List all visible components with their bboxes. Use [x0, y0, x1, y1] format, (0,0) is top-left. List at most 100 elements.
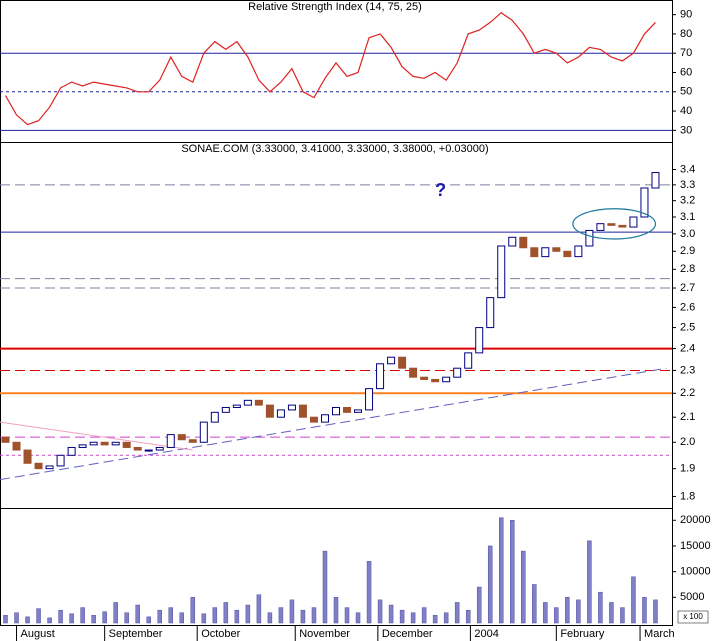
volume-bar [609, 602, 614, 624]
y-tick-label: 1.8 [680, 490, 695, 502]
volume-bar [510, 520, 515, 624]
panel-title: Relative Strength Index (14, 75, 25) [248, 1, 422, 13]
volume-bar [91, 615, 96, 624]
candle [23, 449, 32, 464]
y-tick-label: 2.6 [680, 301, 695, 313]
y-tick-label: 30 [680, 124, 692, 136]
unit-box [677, 610, 709, 624]
volume-bar [3, 615, 8, 624]
candle [497, 245, 506, 299]
x-tick-label: November [299, 628, 350, 640]
candle [56, 454, 65, 467]
candle [475, 327, 484, 354]
candle [552, 247, 561, 252]
y-tick-label: 90 [680, 9, 692, 21]
x-tick-label: October [201, 628, 240, 640]
candle [365, 388, 374, 411]
volume-bar [620, 607, 625, 624]
x-tick-label: December [382, 628, 433, 640]
volume-bar [587, 540, 592, 624]
volume-bar [25, 616, 30, 624]
volume-bar [267, 612, 273, 624]
candle [508, 236, 517, 247]
candle [298, 404, 307, 418]
annotation: ? [435, 180, 446, 200]
candle [332, 407, 340, 416]
volume-bar [465, 609, 471, 624]
y-tick-label: 2.3 [680, 364, 695, 376]
candle [111, 441, 120, 446]
candle [320, 414, 329, 423]
volume-bar [421, 607, 427, 624]
volume-bar [80, 607, 85, 624]
candle [585, 229, 594, 247]
candle [464, 352, 473, 369]
volume-bar [223, 602, 229, 624]
y-tick-label: 3.2 [680, 195, 695, 207]
x-tick-label: March [644, 628, 675, 640]
volume-bar [454, 602, 460, 624]
y-tick-label: 60 [680, 66, 692, 78]
x-tick-label: February [560, 628, 605, 640]
volume-bar [146, 616, 151, 624]
candle [12, 441, 21, 451]
y-tick-label: 40 [680, 105, 692, 117]
candle [640, 187, 649, 218]
candle [398, 356, 407, 369]
unit-label: x 100 [683, 612, 703, 621]
candle [530, 247, 539, 258]
candle [309, 416, 318, 423]
volume-bar [498, 517, 504, 624]
candle [574, 245, 583, 258]
candle [287, 404, 296, 411]
y-tick-label: 3.0 [680, 228, 695, 240]
volume-bar [58, 609, 63, 624]
trend-line [0, 367, 667, 481]
highlight-ellipse [572, 208, 657, 240]
rsi-line [4, 11, 656, 126]
volume-bar [212, 607, 218, 624]
candle [563, 250, 572, 258]
y-tick-label: 3.3 [680, 179, 695, 191]
y-tick-label: 3.4 [680, 163, 695, 175]
volume-bar [576, 599, 581, 624]
volume-bar [565, 597, 570, 624]
candle [155, 446, 164, 451]
volume-bar [69, 613, 74, 624]
panel-title: SONAE.COM (3.33000, 3.41000, 3.33000, 3.… [181, 143, 488, 155]
volume-bar [300, 609, 306, 624]
y-tick-label: 2.0 [680, 436, 695, 448]
candle [78, 444, 87, 448]
candle [629, 216, 638, 228]
volume-bar [311, 607, 317, 624]
volume-bar [487, 545, 493, 624]
volume-bar [521, 550, 526, 624]
y-tick-label: 80 [680, 28, 692, 40]
volume-bar [344, 607, 350, 624]
x-tick-label: 2004 [474, 628, 498, 640]
volume-bar [256, 594, 262, 624]
candle [265, 404, 274, 418]
volume-bar [289, 599, 295, 624]
candle [89, 441, 98, 446]
y-tick-label: 5000 [680, 591, 704, 603]
candle [166, 434, 175, 448]
y-tick-label: 3.1 [680, 211, 695, 223]
candle [34, 462, 43, 470]
y-tick-label: 70 [680, 47, 692, 59]
volume-bar [157, 609, 162, 624]
volume-bar [432, 615, 438, 624]
volume-bar [443, 612, 449, 624]
candle [596, 223, 605, 231]
volume-bar [598, 591, 603, 624]
x-tick-label: September [109, 628, 163, 640]
volume-bar [554, 607, 559, 624]
volume-bar [642, 597, 647, 624]
volume-bar [36, 608, 41, 624]
candle [442, 376, 451, 383]
candle [1, 436, 10, 443]
y-tick-label: 2.9 [680, 245, 695, 257]
volume-bar [388, 604, 394, 624]
volume-bar [179, 612, 185, 624]
